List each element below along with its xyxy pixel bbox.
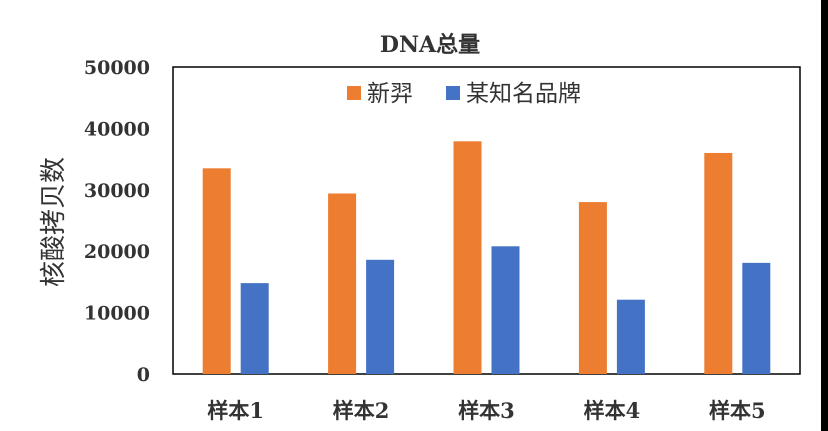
bar-series-1-4 <box>578 202 607 374</box>
chart-title: DNA总量 <box>380 32 480 58</box>
bar-series-2-3 <box>491 246 520 374</box>
x-tick-label: 样本3 <box>458 398 515 423</box>
y-tick-label: 10000 <box>84 303 150 325</box>
x-tick-label: 样本1 <box>207 398 264 423</box>
bar-series <box>202 141 771 374</box>
y-tick-labels: 0 10000 20000 30000 40000 50000 <box>84 57 150 386</box>
bar-series-2-4 <box>616 299 645 374</box>
y-tick-label: 50000 <box>84 57 150 79</box>
x-tick-label: 样本5 <box>709 398 766 423</box>
bar-series-1-5 <box>704 152 733 374</box>
bar-series-1-3 <box>453 141 482 374</box>
legend-swatch-series-1 <box>347 86 361 100</box>
legend-label-series-1: 新羿 <box>367 81 413 107</box>
bar-series-1-1 <box>202 168 231 374</box>
x-tick-labels: 样本1 样本2 样本3 样本4 样本5 <box>207 398 765 423</box>
y-tick-label: 0 <box>137 364 150 386</box>
legend: 新羿 某知名品牌 <box>347 81 581 107</box>
x-tick-label: 样本2 <box>333 398 390 423</box>
y-tick-label: 30000 <box>84 180 150 202</box>
x-tick-label: 样本4 <box>584 398 641 423</box>
legend-label-series-2: 某知名品牌 <box>466 81 581 107</box>
window-edge <box>821 0 828 431</box>
y-tick-label: 40000 <box>84 118 150 140</box>
y-tick-label: 20000 <box>84 241 150 263</box>
bar-series-2-2 <box>366 259 395 374</box>
legend-swatch-series-2 <box>446 86 460 100</box>
y-axis-label: 核酸拷贝数 <box>39 157 69 287</box>
bar-series-2-1 <box>240 283 269 374</box>
bar-series-2-5 <box>742 262 771 374</box>
plot-area <box>172 66 801 375</box>
bar-series-1-2 <box>328 193 357 374</box>
